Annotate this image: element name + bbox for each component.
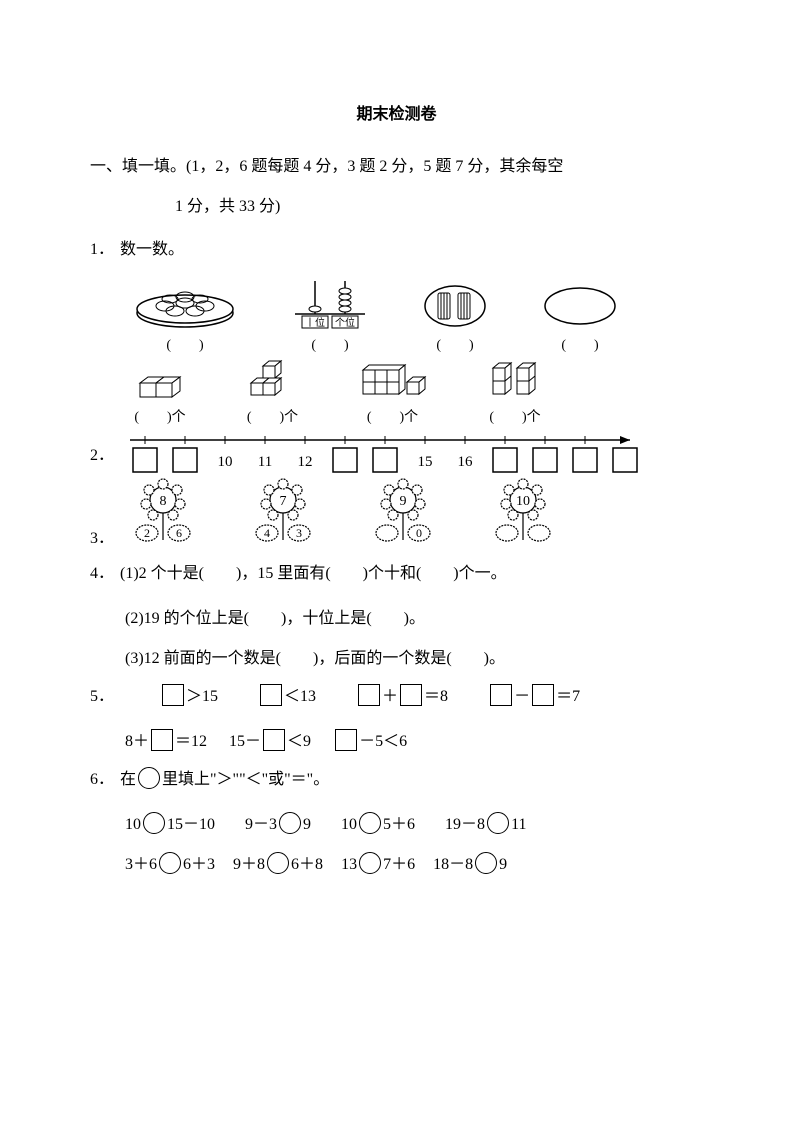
q5-row1: 5． ＞15 ＜13 ＋＝8 －＝7 (90, 679, 703, 714)
abacus-cell: 丨位 个位 ( ) (290, 276, 370, 354)
q6-num: 6． (90, 762, 120, 797)
flower-4: 10 (485, 478, 560, 548)
cubes2-icon (245, 358, 300, 403)
page-title: 期末检测卷 (90, 100, 703, 124)
q1-line: 1．数一数。 (90, 232, 703, 267)
q4-line2: (2)19 的个位上是( )，十位上是( )。 (90, 599, 703, 639)
q6-intro: 6．在里填上"＞""＜"或"＝"。 (90, 762, 703, 797)
svg-text:15: 15 (418, 454, 433, 470)
svg-text:11: 11 (258, 454, 272, 470)
svg-text:6: 6 (176, 526, 182, 540)
svg-text:0: 0 (416, 526, 422, 540)
q1-text: 数一数。 (120, 241, 184, 258)
q1-row1: ( ) 丨位 个位 ( ) ( ) (90, 276, 703, 354)
svg-text:10: 10 (516, 494, 530, 509)
plate-caption: ( ) (130, 334, 240, 354)
cubes1-icon (130, 363, 190, 403)
q3-num: 3． (90, 524, 120, 556)
plate-cell: ( ) (130, 281, 240, 354)
cubes3-cell: ( )个 (355, 358, 430, 426)
svg-text:10: 10 (218, 454, 233, 470)
q1-row2: ( )个 ( )个 ( )个 (90, 358, 703, 426)
number-line: 10 11 12 15 16 (120, 428, 650, 478)
cubes2-caption: ( )个 (245, 406, 300, 426)
abacus-label1: 丨位 (305, 316, 325, 329)
svg-text:12: 12 (298, 454, 313, 470)
q5-row2: 8＋＝12 15－＜9 －5＜6 (90, 722, 703, 762)
svg-text:7: 7 (280, 494, 287, 509)
q2-num: 2． (90, 441, 120, 465)
svg-text:2: 2 (144, 526, 150, 540)
oval-cell: ( ) (540, 281, 620, 354)
oval-caption: ( ) (540, 334, 620, 354)
q4-line3: (3)12 前面的一个数是( )，后面的一个数是( )。 (90, 639, 703, 679)
q6-row2: 3＋66＋3 9＋86＋8 137＋6 18－89 (90, 845, 703, 885)
cubes4-caption: ( )个 (485, 406, 545, 426)
hands-cell: ( ) (420, 281, 490, 354)
cubes3-icon (355, 358, 430, 403)
plate-icon (130, 281, 240, 331)
flower-3: 9 0 (365, 478, 440, 548)
q1-num: 1． (90, 232, 120, 267)
svg-text:8: 8 (160, 494, 167, 509)
abacus-caption: ( ) (290, 334, 370, 354)
abacus-icon: 丨位 个位 (290, 276, 370, 331)
cubes4-cell: ( )个 (485, 358, 545, 426)
cubes1-caption: ( )个 (130, 406, 190, 426)
q3-row: 3． 8 2 6 (90, 478, 703, 556)
q4-line1: 4．(1)2 个十是( )，15 里面有( )个十和( )个一。 (90, 556, 703, 591)
hands-caption: ( ) (420, 334, 490, 354)
oval-icon (540, 281, 620, 331)
q2-row: 2． 10 11 12 15 16 (90, 428, 703, 478)
flower-2: 7 4 3 (245, 478, 320, 548)
svg-text:4: 4 (264, 526, 270, 540)
svg-text:16: 16 (458, 454, 474, 470)
abacus-label2: 个位 (335, 316, 355, 329)
svg-text:3: 3 (296, 526, 302, 540)
cubes1-cell: ( )个 (130, 363, 190, 426)
q4-num: 4． (90, 556, 120, 591)
cubes4-icon (485, 358, 545, 403)
flower-1: 8 2 6 (125, 478, 200, 548)
cubes2-cell: ( )个 (245, 358, 300, 426)
section-heading: 一、填一填。(1，2，6 题每题 4 分，3 题 2 分，5 题 7 分，其余每… (90, 149, 703, 184)
hands-icon (420, 281, 490, 331)
cubes3-caption: ( )个 (355, 406, 430, 426)
section-heading-cont: 1 分，共 33 分) (90, 189, 703, 224)
q6-row1: 1015－10 9－39 105＋6 19－811 (90, 805, 703, 845)
q5-num: 5． (90, 679, 120, 714)
svg-text:9: 9 (400, 494, 407, 509)
